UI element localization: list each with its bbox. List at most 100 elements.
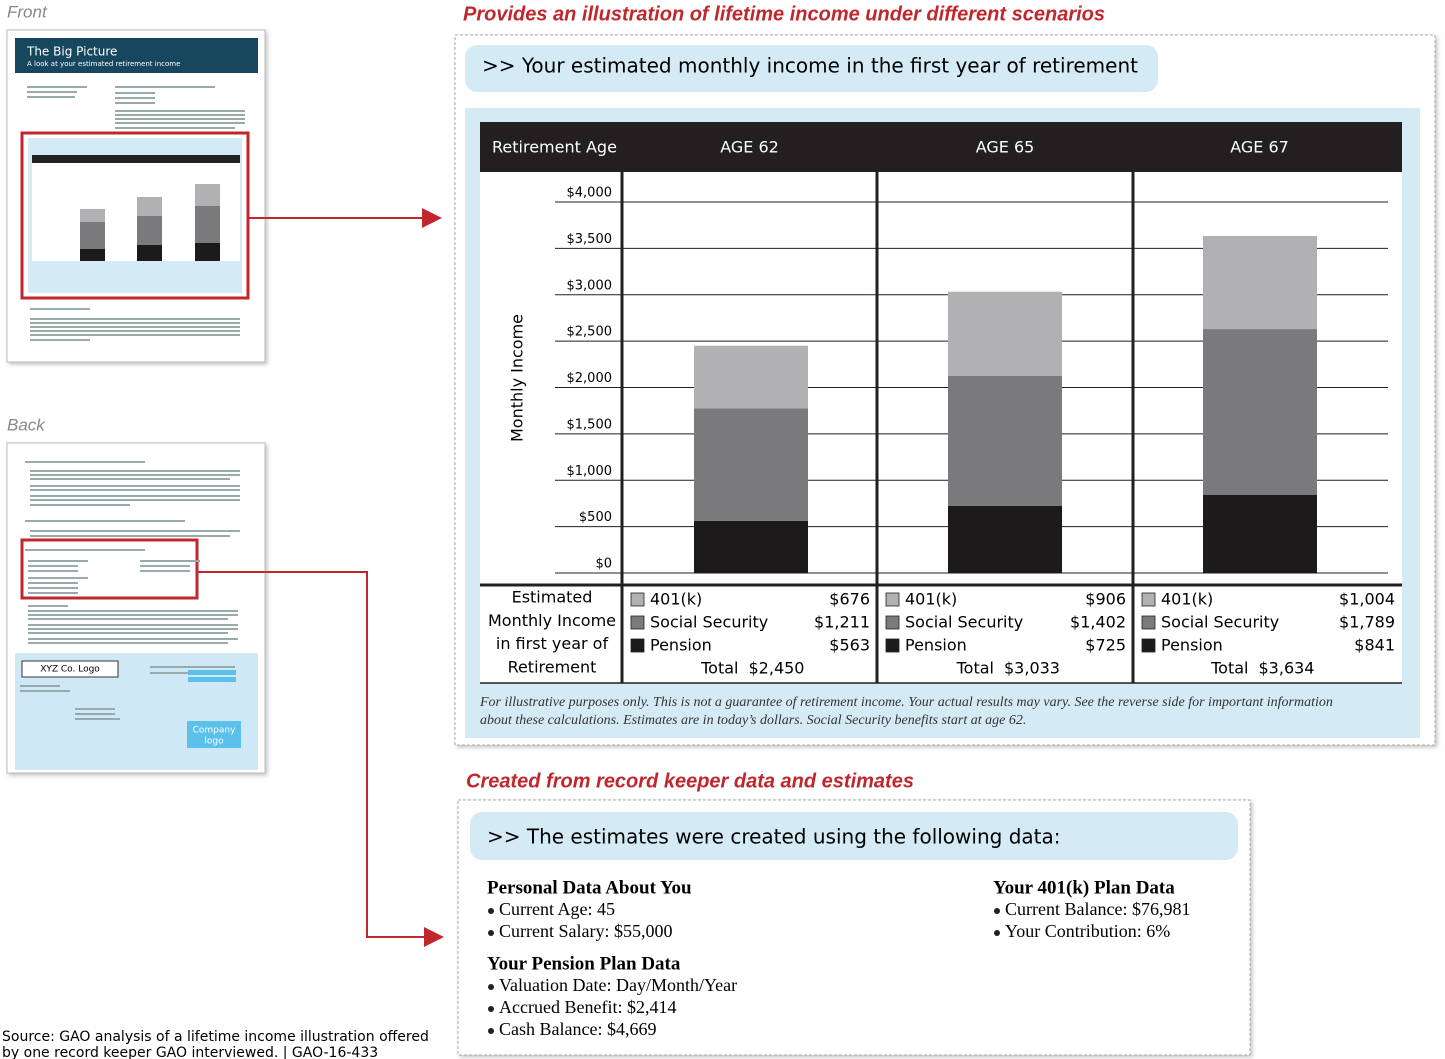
callout: Provides an illustration of lifetime inc… <box>463 3 1105 25</box>
bar-segment <box>948 291 1062 376</box>
filler-text <box>115 122 245 124</box>
filler-text <box>30 530 240 532</box>
legend-swatch <box>885 638 900 653</box>
bullet <box>994 908 1000 914</box>
filler-text <box>30 339 90 341</box>
filler-text <box>28 605 68 607</box>
chart-heading: >> Your estimated monthly income in the … <box>482 54 1138 78</box>
filler-text <box>115 97 155 99</box>
filler-text <box>30 535 230 537</box>
bar-segment <box>694 408 808 521</box>
heading-pill <box>470 812 1238 860</box>
filler-text <box>30 322 240 324</box>
filler-text <box>25 549 145 551</box>
y-tick-label: $3,500 <box>567 232 613 247</box>
category-label: AGE 65 <box>976 138 1035 157</box>
value-label: $563 <box>829 636 870 655</box>
bar-segment <box>1203 235 1317 330</box>
filler-text <box>30 499 240 501</box>
footnote: For illustrative purposes only. This is … <box>479 695 1333 710</box>
total-label: Total <box>700 659 738 678</box>
legend-label: 401(k) <box>650 590 702 609</box>
mini-bar <box>80 222 105 249</box>
filler-text <box>30 308 90 310</box>
filler-text <box>140 565 190 567</box>
legend-swatch <box>885 592 900 607</box>
callout: Created from record keeper data and esti… <box>466 770 914 792</box>
front-header <box>15 38 258 73</box>
mini-bar <box>137 245 162 261</box>
filler-text <box>140 560 200 562</box>
bullet <box>994 930 1000 936</box>
total-label: Total <box>1210 659 1248 678</box>
front-title: The Big Picture <box>26 45 117 59</box>
front-label: Front <box>7 2 48 21</box>
filler-text <box>115 127 235 129</box>
footnote: about these calculations. Estimates are … <box>480 713 1026 728</box>
group-item: Current Age: 45 <box>499 899 615 919</box>
source: by one record keeper GAO interviewed. | … <box>2 1045 378 1059</box>
filler-text <box>30 504 130 506</box>
filler-text <box>140 570 190 572</box>
filler-text <box>28 570 78 572</box>
filler-text <box>28 614 238 616</box>
value-label: $725 <box>1085 636 1126 655</box>
back-logo-box <box>21 660 119 678</box>
filler-text <box>28 624 238 626</box>
filler-text <box>75 718 120 720</box>
value-label: $1,211 <box>814 613 870 632</box>
bar-segment <box>1203 494 1317 573</box>
filler-text <box>30 485 240 487</box>
y-axis-label: Monthly Income <box>508 314 527 442</box>
mini-bar <box>80 249 105 261</box>
filler-text <box>25 520 185 522</box>
group-item: Valuation Date: Day/Month/Year <box>499 975 737 995</box>
filler-text <box>30 470 240 472</box>
legend-swatch <box>630 638 645 653</box>
filler-text <box>30 478 230 480</box>
category-label: AGE 67 <box>1230 138 1289 157</box>
bullet <box>488 1028 494 1034</box>
row-label: Estimated <box>512 588 593 607</box>
table-header <box>480 122 1402 172</box>
filler-text <box>27 96 75 98</box>
front-mini-header <box>32 155 240 163</box>
arrow <box>197 571 444 947</box>
y-tick-label: $500 <box>579 510 612 525</box>
group-item: Current Balance: $76,981 <box>1005 899 1190 919</box>
total-value: $3,634 <box>1259 659 1315 678</box>
value-label: $906 <box>1085 590 1126 609</box>
legend-swatch <box>630 592 645 607</box>
filler-text <box>150 666 235 668</box>
bar-segment <box>694 520 808 573</box>
filler-text <box>25 461 145 463</box>
bar-segment <box>1203 329 1317 495</box>
group-item: Accrued Benefit: $2,414 <box>499 997 676 1017</box>
heading-pill <box>465 45 1158 92</box>
company-logo: logo <box>204 737 224 747</box>
filler-text <box>115 92 155 94</box>
y-tick-label: $1,000 <box>567 464 613 479</box>
bar-segment <box>694 345 808 409</box>
y-tick-label: $2,000 <box>567 371 613 386</box>
row-label: Retirement <box>508 657 597 676</box>
legend-label: 401(k) <box>1161 590 1213 609</box>
legend-label: Social Security <box>1161 613 1279 632</box>
bar-segment <box>948 375 1062 506</box>
filler-text <box>28 565 78 567</box>
legend-swatch <box>1141 592 1156 607</box>
filler-text <box>30 334 240 336</box>
mini-bar <box>137 197 162 216</box>
legend-swatch <box>885 615 900 630</box>
legend-label: Pension <box>650 636 712 655</box>
y-tick-label: $1,500 <box>567 417 613 432</box>
filler-text <box>28 618 228 620</box>
bar-segment <box>948 505 1062 573</box>
filler-text <box>30 495 240 497</box>
filler-text <box>115 110 245 112</box>
filler-text <box>27 91 77 93</box>
bullet <box>488 984 494 990</box>
mini-bar <box>80 209 105 222</box>
filler-text <box>28 632 228 634</box>
